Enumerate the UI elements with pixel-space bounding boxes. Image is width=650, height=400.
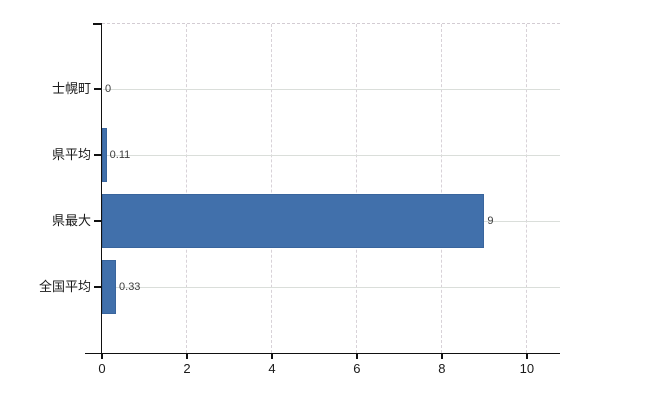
x-tick-label: 0 bbox=[98, 361, 106, 376]
x-tick-label: 8 bbox=[438, 361, 446, 376]
plot-area-top-border bbox=[102, 23, 560, 24]
y-axis-line bbox=[100, 23, 102, 354]
gridline-vertical bbox=[271, 24, 273, 353]
x-axis-tick bbox=[271, 354, 273, 359]
gridline-vertical bbox=[186, 24, 188, 353]
x-axis-tick bbox=[101, 354, 103, 359]
value-label: 0.11 bbox=[109, 149, 131, 161]
x-axis-tick bbox=[356, 354, 358, 359]
y-axis-tick bbox=[94, 286, 101, 288]
category-label: 県平均 bbox=[51, 147, 91, 162]
x-tick-label: 6 bbox=[353, 361, 361, 376]
y-axis-top-tick bbox=[93, 23, 101, 25]
gridline-vertical bbox=[526, 24, 528, 353]
x-axis-line bbox=[85, 352, 560, 354]
gridline-vertical bbox=[441, 24, 443, 353]
bar bbox=[102, 194, 485, 248]
gridline-horizontal bbox=[103, 286, 560, 288]
x-tick-label: 4 bbox=[268, 361, 276, 376]
y-axis-tick bbox=[94, 220, 101, 222]
bar bbox=[102, 128, 107, 182]
x-tick-label: 10 bbox=[519, 361, 535, 376]
gridline-vertical bbox=[356, 24, 358, 353]
x-axis-tick bbox=[441, 354, 443, 359]
category-label: 県最大 bbox=[51, 213, 91, 228]
bar bbox=[102, 260, 117, 314]
y-axis-tick bbox=[94, 88, 101, 90]
gridline-horizontal bbox=[103, 154, 560, 156]
category-label: 全国平均 bbox=[38, 279, 91, 294]
value-label: 0.33 bbox=[119, 281, 141, 293]
x-axis-tick bbox=[186, 354, 188, 359]
y-axis-tick bbox=[94, 154, 101, 156]
value-label: 9 bbox=[487, 215, 494, 227]
category-label: 士幌町 bbox=[51, 81, 91, 96]
x-tick-label: 2 bbox=[183, 361, 191, 376]
value-label: 0 bbox=[105, 83, 112, 95]
x-axis-tick bbox=[526, 354, 528, 359]
gridline-horizontal bbox=[103, 88, 560, 90]
